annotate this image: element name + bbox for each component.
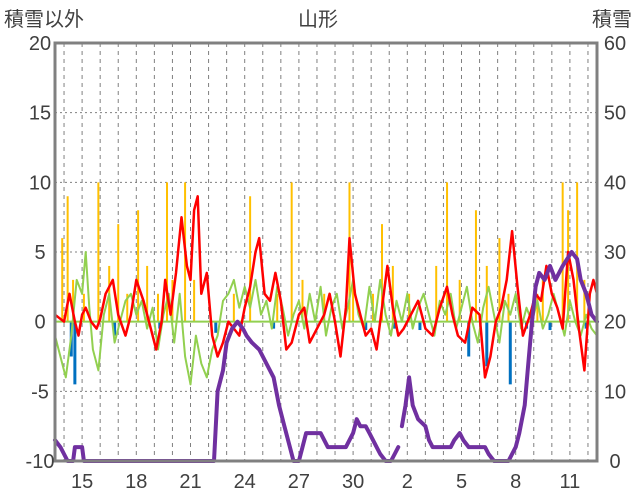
left-tick-labels: 20 15 10 5 0 -5 -10 [26, 33, 55, 473]
left-axis-label: 積雪以外 [4, 8, 84, 31]
right-axis-label: 積雪 [592, 8, 632, 31]
left-tick-label: 5 [34, 242, 45, 264]
x-tick-label: 2 [402, 471, 413, 493]
right-tick-label: 40 [604, 172, 626, 194]
x-tick-label: 18 [125, 471, 147, 493]
x-tick-label: 5 [456, 471, 467, 493]
plot-frame [53, 41, 599, 463]
snow-series-line [399, 250, 599, 463]
right-tick-label: 30 [604, 242, 626, 264]
left-tick-label: 10 [29, 172, 51, 194]
gridlines [55, 43, 597, 461]
left-tick-label: -10 [26, 451, 55, 473]
x-tick-label: 21 [179, 471, 201, 493]
left-tick-label: 15 [29, 103, 51, 125]
right-tick-label: 60 [604, 33, 626, 55]
right-tick-label: 20 [604, 312, 626, 334]
right-tick-label: 10 [604, 381, 626, 403]
x-tick-label: 8 [510, 471, 521, 493]
left-tick-label: 0 [34, 312, 45, 334]
x-tick-label: 24 [234, 471, 256, 493]
right-tick-label: 0 [609, 451, 620, 473]
left-tick-label: -5 [31, 381, 49, 403]
green-series-line [54, 251, 598, 386]
right-tick-label: 50 [604, 103, 626, 125]
right-tick-labels: 60 50 40 30 20 10 0 [604, 33, 626, 473]
chart-title: 山形 [298, 8, 338, 31]
red-series-line [53, 195, 599, 379]
x-tick-label: 30 [342, 471, 364, 493]
x-tick-label: 27 [288, 471, 310, 493]
x-tick-label: 15 [71, 471, 93, 493]
x-tick-labels: 15 18 21 24 27 30 2 5 8 11 [71, 471, 580, 493]
left-tick-label: 20 [29, 33, 51, 55]
x-tick-label: 11 [560, 471, 581, 493]
